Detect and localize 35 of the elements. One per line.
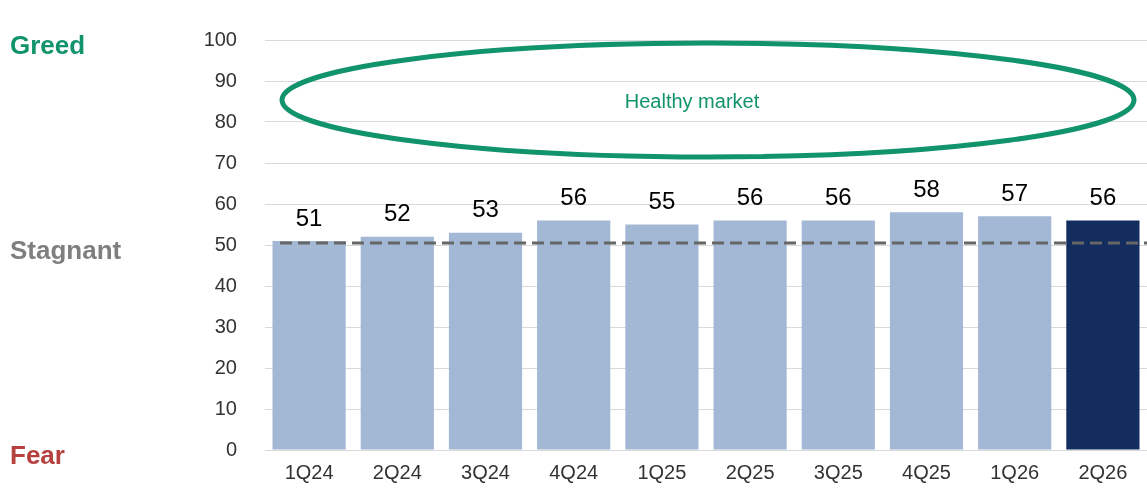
y-tick-label: 60	[214, 191, 237, 214]
y-tick-label: 50	[214, 232, 237, 255]
y-tick-label: 10	[214, 396, 237, 419]
x-tick-label: 4Q24	[549, 460, 599, 483]
y-tick-label: 70	[214, 150, 237, 173]
text: Greed	[10, 30, 86, 61]
data-label: 56	[1089, 183, 1117, 211]
x-tick-label: 3Q24	[461, 460, 510, 483]
y-tick-label: 0	[225, 437, 237, 460]
x-tick-label: 3Q25	[813, 460, 863, 483]
data-label: 56	[736, 183, 764, 211]
y-tick-label: 20	[214, 355, 237, 378]
y-tick-label: 100	[203, 27, 237, 50]
data-label: 56	[824, 183, 852, 211]
data-label: 52	[383, 199, 411, 227]
x-tick-label: 2Q24	[372, 460, 422, 483]
x-tick-label: 2Q25	[725, 460, 775, 483]
x-tick-label: 4Q25	[902, 460, 951, 483]
text: Stagnant	[10, 235, 122, 266]
data-label: 57	[1001, 178, 1029, 206]
text: Fear	[10, 440, 65, 471]
y-tick-label: 30	[214, 314, 237, 337]
data-label: 51	[295, 203, 323, 231]
data-label: 58	[913, 174, 940, 202]
x-tick-label: 1Q24	[284, 460, 334, 483]
data-label: 55	[648, 187, 676, 215]
y-tick-label: 40	[214, 273, 237, 296]
x-tick-label: 1Q26	[990, 460, 1040, 483]
data-label: 53	[472, 195, 499, 223]
x-tick-label: 2Q26	[1078, 460, 1128, 483]
x-tick-label: 1Q25	[637, 460, 687, 483]
data-label: 56	[560, 183, 588, 211]
y-tick-label: 80	[214, 109, 237, 132]
y-tick-label: 90	[214, 68, 237, 91]
annotation: Healthy market	[624, 90, 760, 112]
